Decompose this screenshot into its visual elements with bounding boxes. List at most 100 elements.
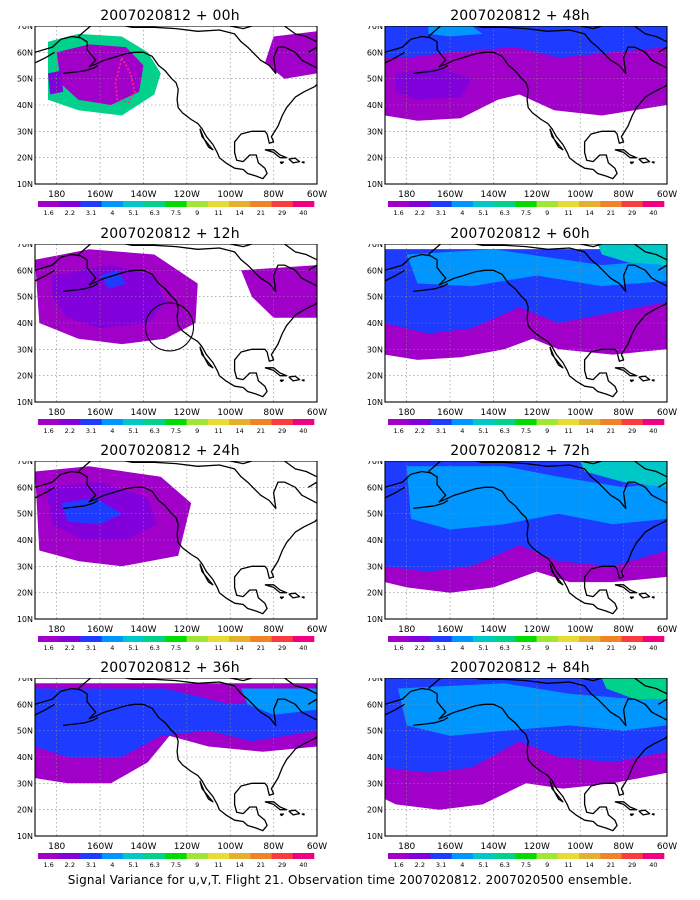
colorbar-swatch: [38, 853, 60, 859]
colorbar-label: 6.3: [500, 427, 510, 435]
colorbar-swatch: [271, 419, 294, 425]
coastline: [256, 244, 317, 261]
lon-tick-label: 100W: [567, 190, 593, 200]
colorbar-swatch: [621, 201, 644, 207]
lon-tick-label: 80W: [613, 408, 633, 418]
colorbar-label: 3.1: [436, 861, 446, 869]
colorbar-swatch: [494, 636, 516, 642]
map-plot: 10N 20N 30N 40N 50N 60N 70N 180 160W 140W 120W 100W…: [17, 678, 327, 869]
variance-shading: [100, 270, 127, 289]
map-plot: 10N 20N 30N 40N 50N 60N 70N 180 160W 140W 120W 100W…: [17, 461, 327, 652]
coastline: [288, 592, 301, 599]
coastline: [199, 346, 214, 369]
colorbar-label: 2.2: [65, 209, 75, 217]
colorbar-label: 40: [649, 644, 657, 652]
coastline: [638, 809, 651, 816]
coastline: [307, 264, 317, 276]
colorbar-swatch: [451, 419, 474, 425]
colorbar-label: 3.1: [436, 644, 446, 652]
colorbar-swatch: [122, 419, 145, 425]
colorbar-label: 29: [628, 427, 636, 435]
coastline: [385, 470, 431, 488]
colorbar-label: 9: [195, 644, 199, 652]
coastline: [614, 367, 638, 377]
colorbar-label: 4: [460, 427, 464, 435]
coastline: [256, 26, 317, 43]
colorbar-swatch: [600, 853, 622, 859]
colorbar-label: 4: [460, 861, 464, 869]
coastline: [651, 379, 655, 382]
colorbar-label: 4: [460, 209, 464, 217]
lat-tick-label: 10N: [367, 398, 383, 407]
colorbar-label: 11: [214, 427, 222, 435]
lat-tick-label: 40N: [367, 101, 383, 110]
panel-title: 2007020812 + 72h: [450, 443, 590, 459]
coastline: [638, 157, 651, 164]
colorbar-label: 9: [545, 644, 549, 652]
colorbar-label: 7.5: [521, 644, 531, 652]
coastline: [657, 264, 667, 276]
coastline: [35, 703, 55, 716]
coastline: [199, 563, 214, 586]
colorbar-swatch: [515, 636, 537, 642]
coastline: [606, 244, 667, 261]
colorbar-label: 9: [195, 427, 199, 435]
colorbar-swatch: [292, 201, 315, 207]
colorbar-label: 11: [564, 861, 572, 869]
colorbar-label: 2.2: [415, 427, 425, 435]
colorbar-label: 2.2: [65, 861, 75, 869]
lon-tick-label: 160W: [87, 190, 113, 200]
colorbar-swatch: [59, 853, 81, 859]
coastline: [288, 157, 301, 164]
colorbar-label: 9: [545, 427, 549, 435]
lat-tick-label: 10N: [367, 832, 383, 841]
lat-tick-label: 60N: [17, 483, 33, 492]
map-frame: [384, 678, 668, 837]
colorbar-label: 14: [586, 861, 594, 869]
colorbar-swatch: [430, 853, 452, 859]
map-plot: 10N 20N 30N 40N 50N 60N 70N 180 160W 140W 120W 100W…: [17, 244, 327, 435]
coastline: [413, 64, 449, 75]
colorbar-swatch: [557, 853, 580, 859]
coastline: [413, 716, 449, 727]
panel-title: 2007020812 + 12h: [100, 226, 240, 242]
colorbar-swatch: [271, 636, 294, 642]
coastline: [427, 461, 667, 615]
colorbar-label: 7.5: [171, 861, 181, 869]
lon-tick-label: 120W: [174, 842, 200, 852]
lon-tick-label: 60W: [307, 842, 327, 852]
target-circle: [144, 302, 195, 352]
coastline: [427, 678, 667, 832]
coastline: [63, 64, 99, 75]
colorbar-swatch: [472, 419, 495, 425]
panel-title: 2007020812 + 24h: [100, 443, 240, 459]
lat-tick-label: 70N: [17, 244, 33, 249]
coastline: [307, 481, 317, 493]
colorbar-swatch: [292, 419, 315, 425]
coastline: [580, 244, 603, 248]
coastline: [549, 780, 564, 803]
map-plot: 10N 20N 30N 40N 50N 60N 70N 180 160W 140W 120W 100W…: [367, 678, 677, 869]
colorbar-label: 4: [110, 209, 114, 217]
colorbar-label: 40: [649, 427, 657, 435]
colorbar-label: 40: [649, 861, 657, 869]
colorbar-label: 1.6: [43, 861, 53, 869]
colorbar-swatch: [557, 201, 580, 207]
colorbar-swatch: [80, 853, 102, 859]
lon-tick-label: 60W: [657, 625, 677, 635]
colorbar-label: 21: [607, 209, 615, 217]
colorbar-label: 7.5: [521, 861, 531, 869]
colorbar-swatch: [621, 636, 644, 642]
lat-tick-label: 10N: [17, 615, 33, 624]
colorbar-label: 9: [545, 209, 549, 217]
lat-tick-label: 20N: [17, 806, 33, 815]
lat-tick-label: 10N: [17, 180, 33, 189]
colorbar-swatch: [250, 201, 272, 207]
colorbar-swatch: [642, 419, 665, 425]
colorbar-swatch: [80, 201, 102, 207]
coastline: [657, 481, 667, 493]
coastline: [230, 26, 253, 30]
lat-tick-label: 50N: [17, 293, 33, 302]
colorbar-swatch: [271, 853, 294, 859]
colorbar-label: 6.3: [500, 209, 510, 217]
